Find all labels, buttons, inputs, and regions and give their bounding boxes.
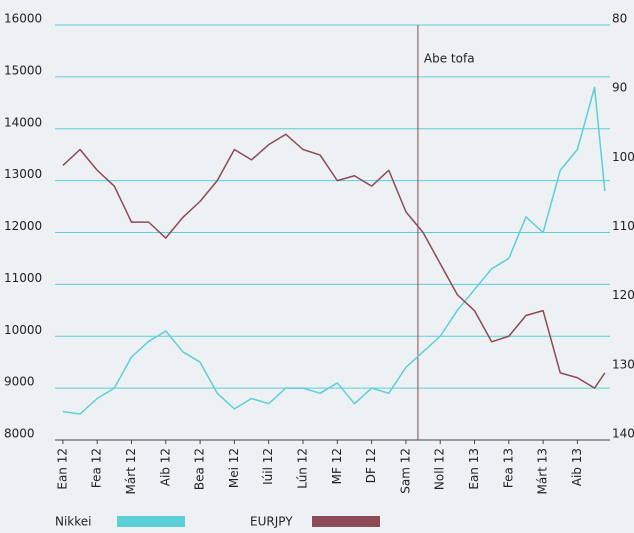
x-tick-label: Ean 12: [55, 448, 69, 490]
x-tick-label: Aib 12: [158, 448, 172, 486]
y2-tick-label: 140: [612, 427, 634, 441]
y2-tick-label: 110: [612, 219, 634, 233]
x-tick-label: Lún 12: [296, 448, 310, 489]
y-tick-label: 9000: [4, 375, 35, 389]
x-tick-label: DF 12: [364, 448, 378, 483]
y2-tick-label: 80: [612, 12, 627, 26]
y2-tick-label: 90: [612, 81, 627, 95]
x-tick-label: Márt 13: [536, 448, 550, 494]
x-tick-label: Bea 12: [193, 448, 207, 490]
x-tick-label: Aib 13: [570, 448, 584, 486]
annotation-text: Abe tofa: [424, 52, 475, 66]
y2-tick-label: 100: [612, 150, 634, 164]
y-tick-label: 15000: [4, 63, 42, 77]
y-tick-label: 11000: [4, 271, 42, 285]
x-tick-label: Noll 12: [433, 448, 447, 490]
x-tick-label: Ean 13: [467, 448, 481, 490]
legend-swatch: [117, 516, 185, 527]
x-tick-label: Sam 12: [398, 448, 412, 494]
x-tick-label: Fea 13: [501, 448, 515, 488]
y-tick-label: 14000: [4, 115, 42, 129]
y-tick-label: 12000: [4, 219, 42, 233]
y-tick-label: 8000: [4, 427, 35, 441]
x-tick-label: Mei 12: [227, 448, 241, 488]
legend-swatch: [312, 516, 380, 527]
x-tick-label: Iúil 12: [261, 448, 275, 485]
series-line: [62, 86, 606, 415]
y-tick-label: 13000: [4, 167, 42, 181]
y2-tick-label: 130: [612, 357, 634, 371]
legend-label: EURJPY: [250, 515, 293, 529]
y-tick-label: 10000: [4, 323, 42, 337]
x-tick-label: Márt 12: [124, 448, 138, 494]
x-tick-label: MF 12: [330, 448, 344, 484]
legend-label: Nikkei: [55, 515, 92, 529]
y-tick-label: 16000: [4, 12, 42, 26]
series-line: [62, 133, 606, 389]
x-tick-label: Fea 12: [90, 448, 104, 488]
y2-tick-label: 120: [612, 288, 634, 302]
